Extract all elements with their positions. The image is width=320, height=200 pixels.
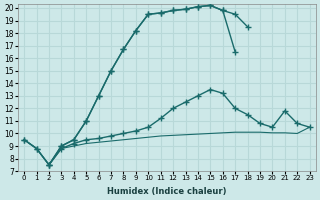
X-axis label: Humidex (Indice chaleur): Humidex (Indice chaleur): [107, 187, 227, 196]
